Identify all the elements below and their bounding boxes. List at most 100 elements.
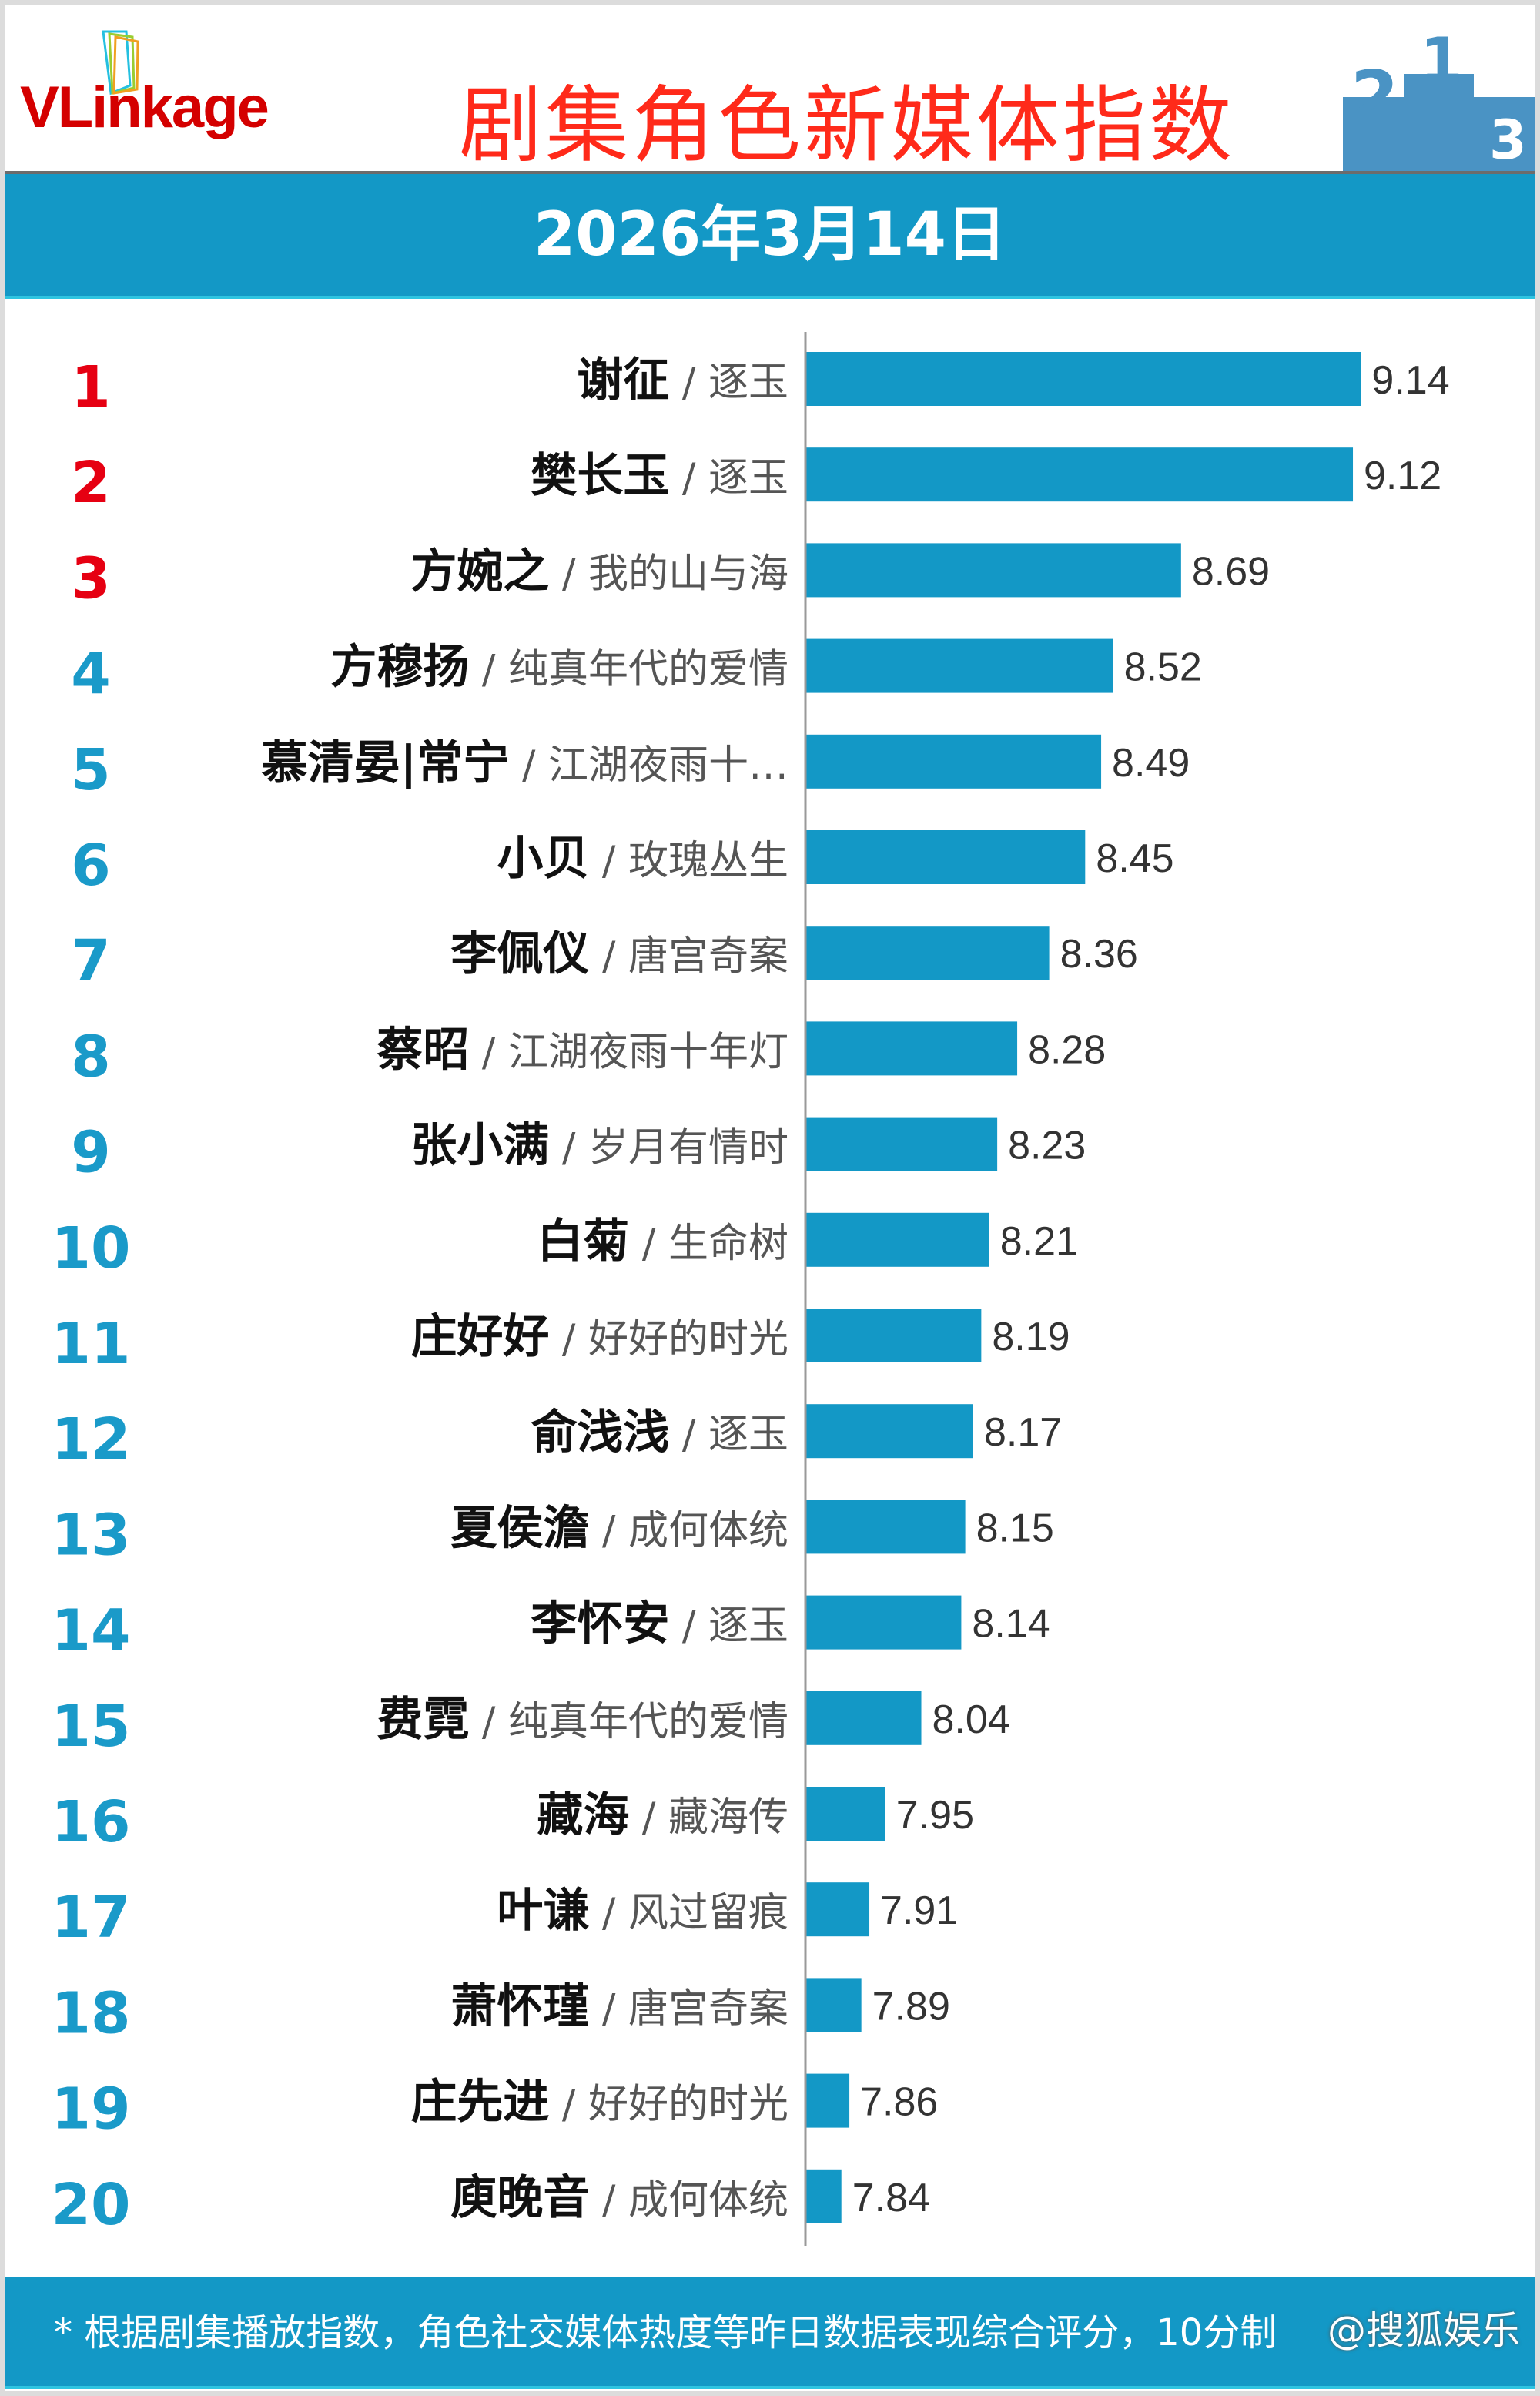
bar xyxy=(805,638,1113,693)
show-title: / 唐宫奇案 xyxy=(589,1985,788,2032)
rank-number: 12 xyxy=(52,1406,131,1473)
value-label: 7.84 xyxy=(852,2176,930,2220)
value-label: 8.21 xyxy=(1000,1219,1078,1264)
bar xyxy=(805,2073,850,2128)
show-title: / 纯真年代的爱情 xyxy=(469,1699,788,1745)
row-label: 俞浅浅 / 逐玉 xyxy=(531,1406,788,1459)
rank-number: 6 xyxy=(71,833,111,899)
show-title: / 逐玉 xyxy=(669,455,788,501)
character-name: 樊长玉 xyxy=(531,449,669,503)
rank-number: 2 xyxy=(71,450,111,516)
row-label: 樊长玉 / 逐玉 xyxy=(531,449,788,503)
show-title: / 唐宫奇案 xyxy=(589,933,788,980)
value-label: 8.45 xyxy=(1096,836,1173,881)
show-title: / 玫瑰丛生 xyxy=(589,838,788,884)
watermark: @搜狐娱乐 xyxy=(1327,2308,1520,2353)
value-label: 7.89 xyxy=(872,1984,950,2029)
vlinkage-logo: VLinkage xyxy=(20,75,270,140)
rank-number: 4 xyxy=(71,642,111,708)
character-name: 费霓 xyxy=(377,1693,469,1747)
value-label: 9.12 xyxy=(1364,454,1441,498)
character-name: 张小满 xyxy=(410,1119,549,1173)
bar xyxy=(805,1882,870,1937)
bar xyxy=(805,1691,922,1745)
date-banner: 2026年3月14日 xyxy=(5,171,1535,299)
value-label: 8.28 xyxy=(1028,1027,1106,1072)
row-label: 蔡昭 / 江湖夜雨十年灯 xyxy=(377,1023,788,1077)
svg-text:3: 3 xyxy=(1489,109,1527,171)
rank-number: 11 xyxy=(52,1311,131,1377)
character-name: 谢征 xyxy=(577,354,669,407)
show-title: / 岁月有情时 xyxy=(549,1125,788,1171)
row-label: 庄好好 / 好好的时光 xyxy=(410,1310,788,1364)
rank-number: 5 xyxy=(71,737,111,803)
bar xyxy=(805,830,1086,884)
row-label: 萧怀瑾 / 唐宫奇案 xyxy=(450,1979,788,2033)
character-name: 方婉之 xyxy=(410,545,549,598)
rank-number: 15 xyxy=(52,1694,131,1760)
value-label: 9.14 xyxy=(1371,358,1449,403)
character-name: 叶谦 xyxy=(497,1884,589,1938)
show-title: / 江湖夜雨十… xyxy=(509,742,788,789)
value-label: 8.04 xyxy=(932,1697,1010,1742)
bar xyxy=(805,1404,973,1459)
character-name: 庄好好 xyxy=(410,1310,549,1364)
rank-number: 10 xyxy=(52,1215,131,1282)
bar xyxy=(805,1595,962,1650)
bar xyxy=(805,1212,989,1267)
bar xyxy=(805,734,1102,789)
row-label: 庄先进 / 好好的时光 xyxy=(410,2076,788,2130)
show-title: / 逐玉 xyxy=(669,1412,788,1458)
row-label: 藏海 / 藏海传 xyxy=(537,1788,788,1842)
rank-number: 14 xyxy=(52,1598,131,1664)
logo-mark-icon xyxy=(102,30,139,96)
character-name: 庄先进 xyxy=(410,2076,549,2130)
page-title: 剧集角色新媒体指数 xyxy=(459,78,1236,174)
row-label: 小贝 / 玫瑰丛生 xyxy=(497,832,788,886)
value-label: 7.95 xyxy=(896,1793,974,1838)
bar xyxy=(805,1500,966,1554)
value-label: 8.23 xyxy=(1008,1124,1086,1168)
rank-number: 13 xyxy=(52,1502,131,1568)
character-name: 俞浅浅 xyxy=(531,1406,669,1459)
character-name: 白菊 xyxy=(537,1215,629,1268)
svg-text:2: 2 xyxy=(1351,56,1399,137)
footnote: * 根据剧集播放指数，角色社交媒体热度等昨日数据表现综合评分，10分制 xyxy=(5,2277,1535,2389)
bar xyxy=(805,926,1050,980)
podium-icon: 2 1 3 xyxy=(1343,35,1535,171)
row-label: 慕清晏|常宁 / 江湖夜雨十… xyxy=(261,736,788,790)
character-name: 藏海 xyxy=(537,1788,629,1842)
rank-number: 1 xyxy=(71,354,111,421)
row-label: 李怀安 / 逐玉 xyxy=(531,1597,788,1651)
character-name: 慕清晏|常宁 xyxy=(261,736,509,790)
show-title: / 江湖夜雨十年灯 xyxy=(469,1029,788,1075)
bar xyxy=(805,543,1181,598)
row-label: 张小满 / 岁月有情时 xyxy=(410,1119,788,1173)
row-label: 夏侯澹 / 成何体统 xyxy=(450,1501,788,1555)
value-label: 8.36 xyxy=(1060,932,1138,977)
svg-text:1: 1 xyxy=(1420,35,1463,96)
row-label: 庾晚音 / 成何体统 xyxy=(450,2171,788,2225)
show-title: / 成何体统 xyxy=(589,1507,788,1553)
rank-number: 7 xyxy=(71,928,111,994)
rank-number: 20 xyxy=(52,2172,131,2238)
bar xyxy=(805,1117,998,1171)
character-name: 李怀安 xyxy=(531,1597,669,1651)
bar xyxy=(805,1787,886,1841)
bar xyxy=(805,352,1361,406)
show-title: / 纯真年代的爱情 xyxy=(469,647,788,693)
show-title: / 我的山与海 xyxy=(549,551,788,597)
show-title: / 成何体统 xyxy=(589,2177,788,2223)
character-name: 夏侯澹 xyxy=(450,1501,589,1555)
value-label: 8.14 xyxy=(972,1602,1050,1647)
rank-number: 8 xyxy=(71,1024,111,1090)
rank-number: 3 xyxy=(71,545,111,612)
ranking-card: VLinkage 剧集角色新媒体指数 2 1 3 2026年3月14日 9.14… xyxy=(5,5,1535,2391)
value-label: 8.15 xyxy=(976,1506,1054,1550)
character-name: 李佩仪 xyxy=(450,927,589,981)
value-label: 8.52 xyxy=(1124,645,1202,690)
row-label: 费霓 / 纯真年代的爱情 xyxy=(377,1693,788,1747)
row-label: 叶谦 / 风过留痕 xyxy=(497,1884,788,1938)
value-label: 7.91 xyxy=(880,1888,958,1933)
value-label: 8.49 xyxy=(1112,741,1190,786)
